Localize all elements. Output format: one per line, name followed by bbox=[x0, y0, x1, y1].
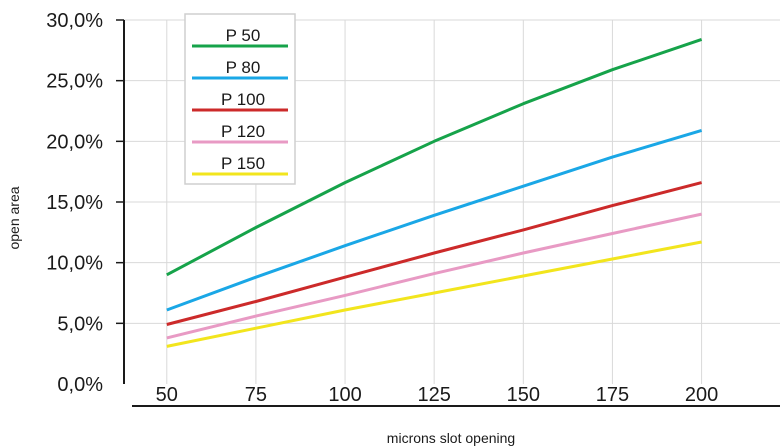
legend-label: P 80 bbox=[226, 58, 261, 77]
series-line-p-120 bbox=[166, 212, 702, 340]
x-tick-label: 50 bbox=[156, 384, 178, 406]
y-tick-label: 15,0% bbox=[46, 192, 103, 214]
axes bbox=[116, 19, 780, 407]
y-tick-label: 20,0% bbox=[46, 131, 103, 153]
y-tick-label: 0,0% bbox=[57, 374, 103, 396]
legend-label: P 120 bbox=[221, 122, 265, 141]
legend-label: P 150 bbox=[221, 154, 265, 173]
y-axis-title: open area bbox=[6, 186, 22, 249]
y-tick-label: 25,0% bbox=[46, 71, 103, 93]
legend-label: P 100 bbox=[221, 90, 265, 109]
series-line-p-80 bbox=[166, 128, 703, 312]
y-tick-label: 10,0% bbox=[46, 253, 103, 275]
series-lines bbox=[166, 37, 703, 348]
x-tick-labels: 50 75 100 125 150 175 200 bbox=[156, 384, 719, 406]
y-tick-label: 5,0% bbox=[57, 313, 103, 335]
x-tick-label: 175 bbox=[596, 384, 629, 406]
x-tick-label: 150 bbox=[507, 384, 540, 406]
x-tick-label: 200 bbox=[685, 384, 718, 406]
series-line-p-50 bbox=[166, 37, 703, 277]
series-line-p-150 bbox=[166, 240, 702, 348]
legend-box bbox=[184, 13, 296, 185]
series-line-p-100 bbox=[166, 181, 702, 326]
x-axis-title: microns slot opening bbox=[387, 430, 515, 446]
x-tick-label: 100 bbox=[328, 384, 361, 406]
legend-label: P 50 bbox=[226, 26, 261, 45]
x-tick-label: 75 bbox=[245, 384, 267, 406]
y-tick-labels: 0,0% 5,0% 10,0% 15,0% 20,0% 25,0% 30,0% bbox=[46, 10, 103, 396]
legend: P 50 P 80 P 100 P 120 P 150 bbox=[184, 13, 296, 185]
x-tick-label: 125 bbox=[417, 384, 450, 406]
y-tick-label: 30,0% bbox=[46, 10, 103, 32]
